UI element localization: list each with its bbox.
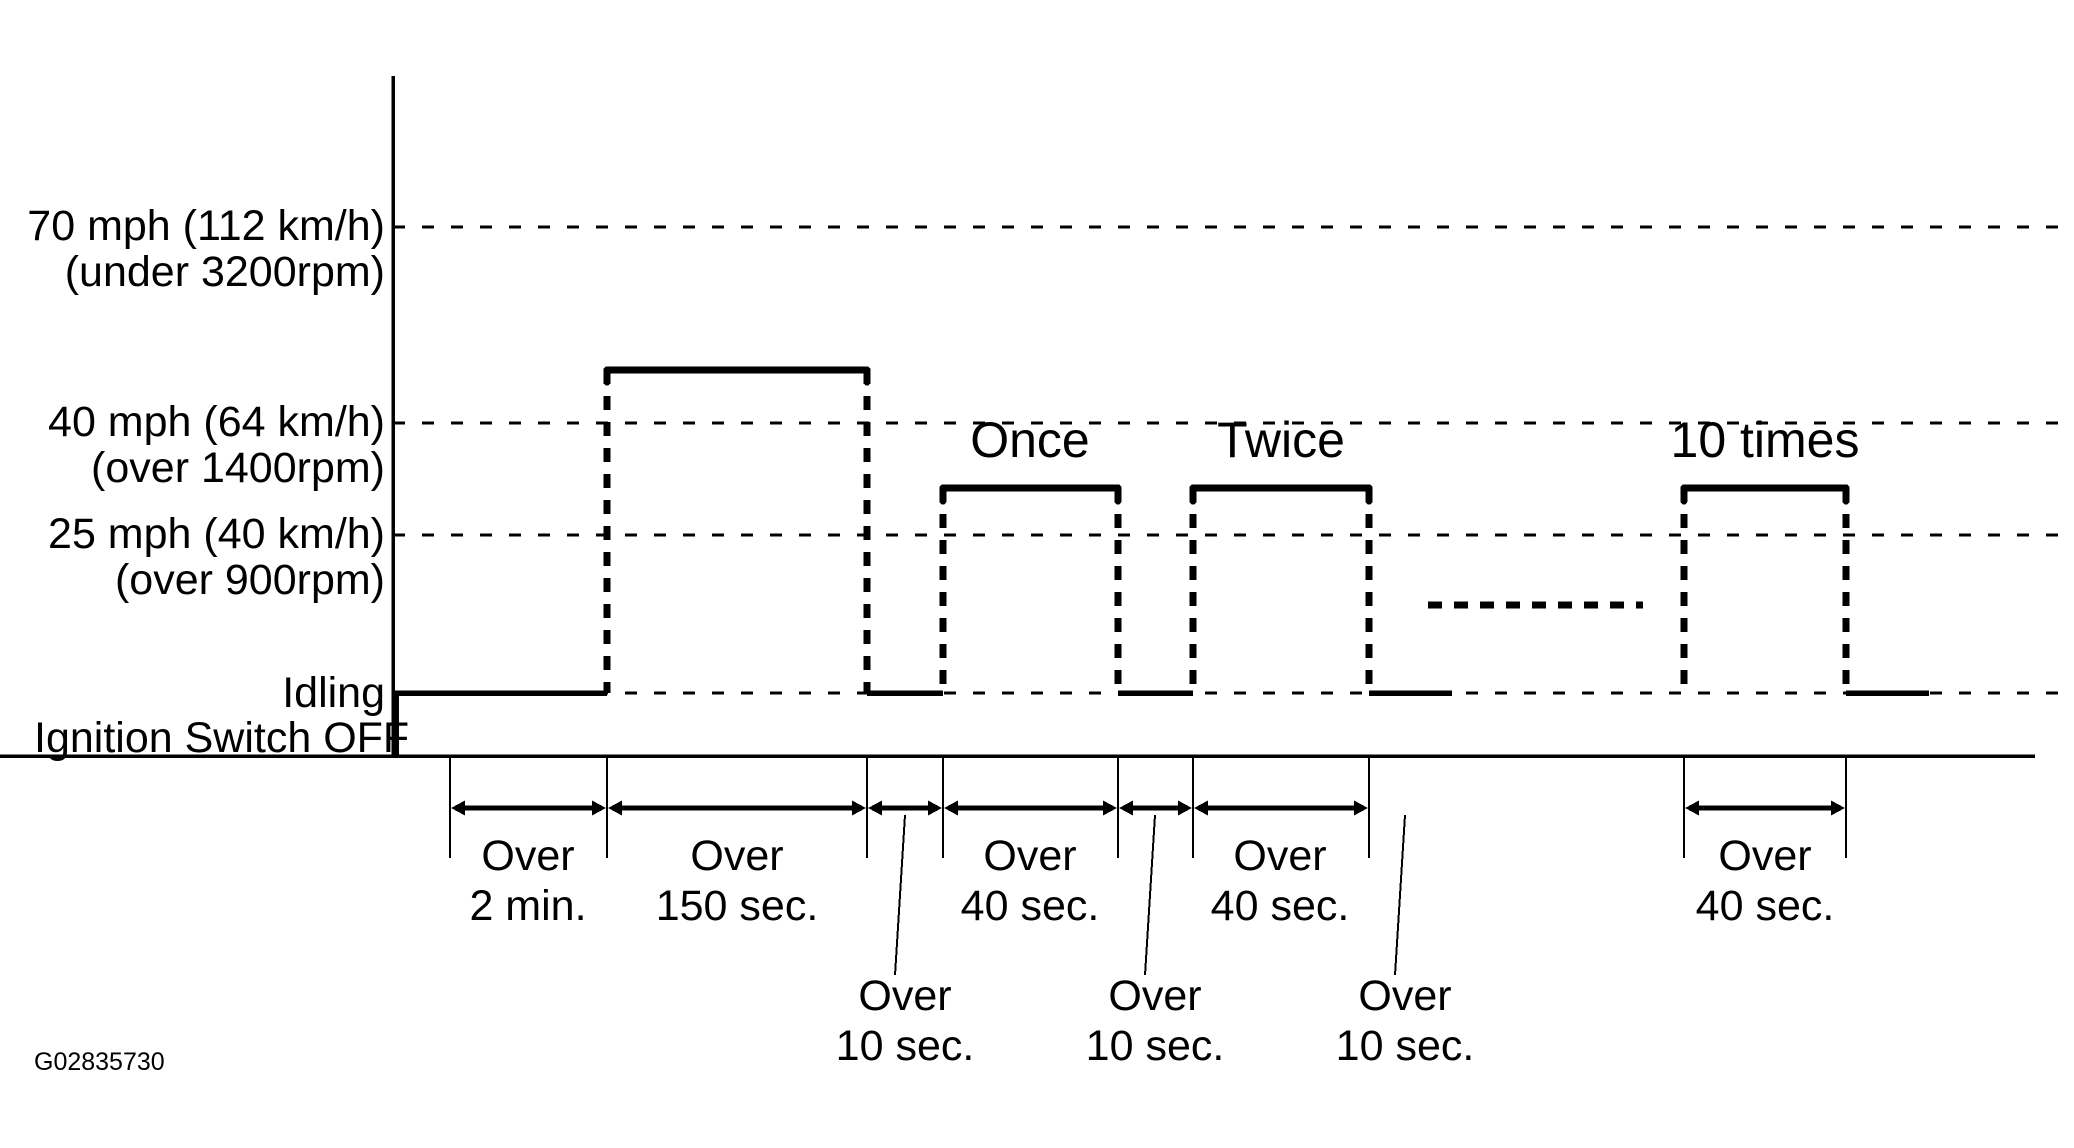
svg-text:40 mph (64 km/h): 40 mph (64 km/h): [48, 398, 385, 446]
svg-text:Over: Over: [481, 832, 574, 880]
svg-text:10 sec.: 10 sec.: [1086, 1022, 1225, 1070]
svg-text:10 times: 10 times: [1671, 412, 1860, 468]
svg-text:40 sec.: 40 sec.: [961, 882, 1100, 930]
svg-text:G02835730: G02835730: [34, 1048, 165, 1076]
svg-text:70 mph (112 km/h): 70 mph (112 km/h): [27, 202, 385, 250]
svg-text:Over: Over: [983, 832, 1076, 880]
svg-text:(over 1400rpm): (over 1400rpm): [91, 444, 385, 492]
svg-text:Once: Once: [970, 412, 1090, 468]
svg-text:Over: Over: [1718, 832, 1811, 880]
svg-text:40 sec.: 40 sec.: [1211, 882, 1350, 930]
svg-text:10 sec.: 10 sec.: [836, 1022, 975, 1070]
svg-text:40 sec.: 40 sec.: [1696, 882, 1835, 930]
svg-text:2 min.: 2 min.: [469, 882, 586, 930]
svg-text:25 mph (40 km/h): 25 mph (40 km/h): [48, 510, 385, 558]
svg-text:Ignition Switch OFF: Ignition Switch OFF: [34, 714, 409, 762]
svg-text:Over: Over: [690, 832, 783, 880]
svg-text:(under 3200rpm): (under 3200rpm): [65, 248, 385, 296]
svg-text:(over 900rpm): (over 900rpm): [115, 556, 385, 604]
svg-text:Twice: Twice: [1217, 412, 1345, 468]
svg-text:150 sec.: 150 sec.: [656, 882, 819, 930]
svg-text:Over: Over: [1108, 972, 1201, 1020]
svg-text:Over: Over: [1358, 972, 1451, 1020]
svg-text:Idling: Idling: [282, 669, 385, 717]
svg-text:Over: Over: [1233, 832, 1326, 880]
svg-text:Over: Over: [858, 972, 951, 1020]
svg-text:10 sec.: 10 sec.: [1336, 1022, 1475, 1070]
